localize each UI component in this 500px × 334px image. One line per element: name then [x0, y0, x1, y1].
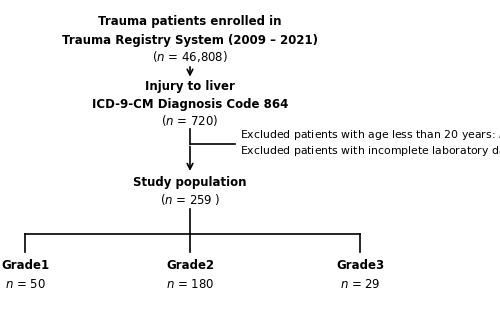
Text: $\it{n}$ = 29: $\it{n}$ = 29 [340, 278, 380, 291]
Text: Grade2: Grade2 [166, 259, 214, 272]
Text: ($\it{n}$ = 259 ): ($\it{n}$ = 259 ) [160, 192, 220, 207]
Text: ($\it{n}$ = 720): ($\it{n}$ = 720) [162, 114, 218, 128]
Text: Grade3: Grade3 [336, 259, 384, 272]
Text: Excluded patients with incomplete laboratory data: $\it{n}$ = 304: Excluded patients with incomplete labora… [240, 144, 500, 158]
Text: $\it{n}$ = 180: $\it{n}$ = 180 [166, 278, 214, 291]
Text: ICD-9-CM Diagnosis Code 864: ICD-9-CM Diagnosis Code 864 [92, 98, 288, 111]
Text: ($\it{n}$ = 46,808): ($\it{n}$ = 46,808) [152, 49, 228, 64]
Text: Excluded patients with age less than 20 years: $\it{n}$ = 157: Excluded patients with age less than 20 … [240, 128, 500, 142]
Text: Grade1: Grade1 [1, 259, 49, 272]
Text: Trauma Registry System (2009 – 2021): Trauma Registry System (2009 – 2021) [62, 34, 318, 46]
Text: Study population: Study population [133, 176, 247, 188]
Text: Injury to liver: Injury to liver [145, 80, 235, 93]
Text: Trauma patients enrolled in: Trauma patients enrolled in [98, 15, 282, 28]
Text: $\it{n}$ = 50: $\it{n}$ = 50 [4, 278, 46, 291]
